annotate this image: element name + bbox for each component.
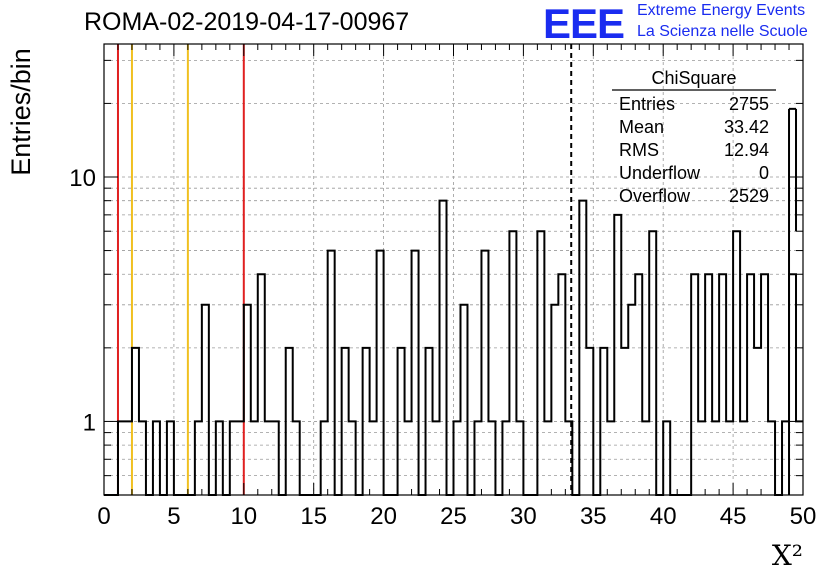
stats-label: Underflow xyxy=(619,163,701,183)
stats-label: Overflow xyxy=(619,186,691,206)
x-tick-label: 5 xyxy=(167,503,180,530)
eee-logo: EEE xyxy=(543,0,625,47)
x-tick-label: 35 xyxy=(580,503,607,530)
x-tick-label: 50 xyxy=(790,503,817,530)
stats-label: Entries xyxy=(619,94,675,114)
x-tick-label: 45 xyxy=(720,503,747,530)
stats-label: Mean xyxy=(619,117,664,137)
histogram-outline xyxy=(104,199,803,496)
x-tick-label: 15 xyxy=(300,503,327,530)
logo-subtitle-1: Extreme Energy Events xyxy=(637,2,806,19)
x-tick-label: 30 xyxy=(510,503,537,530)
y-axis-label: Entries/bin xyxy=(6,48,36,176)
stats-value: 0 xyxy=(759,163,769,183)
stats-title: ChiSquare xyxy=(651,68,736,88)
logo-subtitle-2: La Scienza nelle Scuole xyxy=(637,23,808,40)
y-tick-label: 10 xyxy=(69,165,96,192)
x-tick-label: 25 xyxy=(440,503,467,530)
x-tick-label: 20 xyxy=(370,503,397,530)
stats-value: 33.42 xyxy=(724,117,769,137)
page-title: ROMA-02-2019-04-17-00967 xyxy=(84,8,410,36)
histogram-layer xyxy=(104,107,803,496)
x-tick-label: 40 xyxy=(650,503,677,530)
stats-box: ChiSquare Entries 2755 Mean 33.42 RMS 12.94 Und… xyxy=(612,68,776,206)
stats-label: RMS xyxy=(619,140,659,160)
x-tick-label: 10 xyxy=(230,503,257,530)
stats-value: 2755 xyxy=(729,94,769,114)
tick-layer xyxy=(103,44,804,496)
label-layer: 0 5 10 15 20 25 30 35 40 45 50 1 10 xyxy=(69,165,816,530)
stats-value: 2529 xyxy=(729,186,769,206)
y-tick-label: 1 xyxy=(83,409,96,436)
x-tick-label: 0 xyxy=(97,503,110,530)
stats-value: 12.94 xyxy=(724,140,769,160)
x-axis-label: X² xyxy=(772,539,803,572)
